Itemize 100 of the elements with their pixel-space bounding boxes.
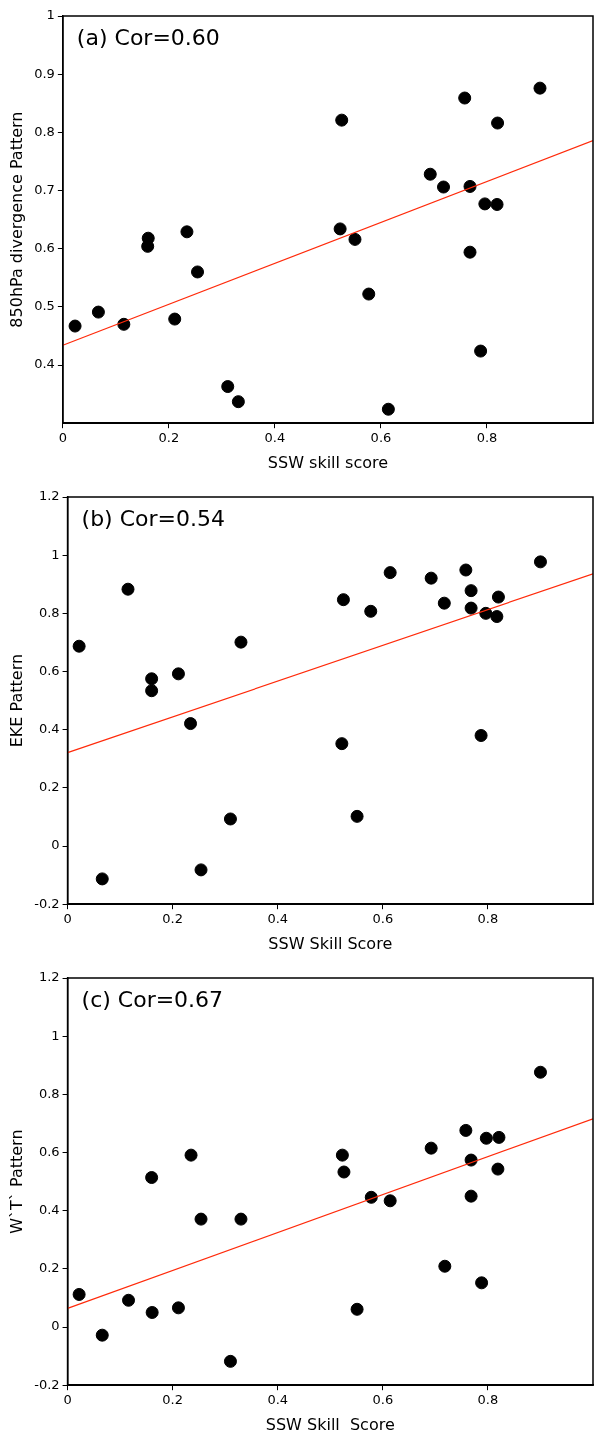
y-tick-label: 0: [51, 1318, 60, 1334]
point: [362, 287, 376, 301]
point: [336, 593, 350, 607]
y-tick-label: 0.7: [34, 181, 55, 197]
point: [533, 555, 547, 569]
point: [478, 197, 492, 211]
y-tick-label: 0.4: [34, 356, 55, 372]
point: [91, 305, 105, 319]
point: [463, 245, 477, 259]
point: [423, 167, 437, 181]
point: [464, 1189, 478, 1203]
point: [231, 395, 245, 409]
point: [337, 1165, 351, 1179]
point: [348, 232, 362, 246]
point: [490, 197, 504, 211]
point: [171, 667, 185, 681]
point: [68, 319, 82, 333]
x-tick-label: 0.2: [162, 1392, 183, 1408]
point: [72, 639, 86, 653]
point: [459, 1123, 473, 1137]
y-tick-label: 0.9: [34, 65, 55, 81]
point: [491, 590, 505, 604]
y-tick-label: 0.6: [38, 1143, 60, 1159]
y-tick-label: 0: [51, 837, 60, 853]
point: [191, 265, 205, 279]
annotation: (b) Cor=0.54: [81, 505, 225, 531]
point: [438, 1259, 452, 1273]
x-tick-label: 0.6: [372, 911, 394, 927]
point: [171, 1301, 185, 1315]
point: [333, 222, 347, 236]
point: [464, 601, 478, 615]
point: [335, 737, 349, 751]
point: [424, 571, 438, 585]
point: [184, 1148, 198, 1162]
y-tick-label: 1: [51, 1027, 60, 1043]
point: [335, 113, 349, 127]
y-tick-label: 1: [46, 7, 55, 23]
point: [121, 582, 135, 596]
point: [479, 1131, 493, 1145]
point: [180, 225, 194, 239]
point: [145, 672, 159, 686]
point: [475, 1276, 489, 1290]
y-tick-label: 0.8: [38, 1085, 60, 1101]
point: [437, 596, 451, 610]
x-axis-title: SSW Skill Score: [268, 933, 393, 953]
x-tick-label: 0.2: [158, 430, 180, 446]
y-tick-label: 0.5: [34, 298, 55, 314]
point: [95, 1328, 109, 1342]
point: [194, 863, 208, 877]
point: [437, 180, 451, 194]
point: [383, 566, 397, 580]
point: [335, 1148, 349, 1162]
point: [234, 1212, 248, 1226]
point: [223, 1354, 237, 1368]
point: [474, 344, 488, 358]
point: [350, 809, 364, 823]
y-tick-label: 1.2: [38, 488, 60, 504]
point: [381, 402, 395, 416]
x-tick-label: 0: [63, 911, 72, 927]
y-tick-label: 0.8: [38, 604, 60, 620]
y-tick-label: 0.4: [38, 721, 60, 737]
point: [350, 1302, 364, 1316]
x-tick-label: 0.4: [267, 1392, 289, 1408]
point: [491, 116, 505, 130]
point: [184, 717, 198, 731]
y-tick-label: -0.2: [34, 895, 60, 911]
point: [223, 812, 237, 826]
point: [364, 604, 378, 618]
y-tick-label: 1: [51, 546, 60, 562]
point: [424, 1141, 438, 1155]
point: [72, 1287, 86, 1301]
x-axis-title: SSW Skill Score: [265, 1414, 395, 1434]
point: [145, 684, 159, 698]
point: [464, 584, 478, 598]
y-tick-label: 0.6: [38, 662, 60, 678]
x-tick-label: 0.6: [370, 430, 392, 446]
point: [168, 312, 182, 326]
point: [234, 635, 248, 649]
y-tick-label: 0.8: [34, 123, 55, 139]
y-tick-label: 0.4: [38, 1202, 60, 1218]
point: [383, 1194, 397, 1208]
y-axis-title: EKE Pattern: [6, 653, 26, 748]
x-tick-label: 0.6: [372, 1392, 394, 1408]
point: [533, 81, 547, 95]
annotation: (c) Cor=0.67: [81, 986, 224, 1012]
x-tick-label: 0: [63, 1392, 72, 1408]
point: [490, 610, 504, 624]
y-axis-title: 850hPa divergence Pattern: [6, 111, 26, 328]
x-tick-label: 0.8: [477, 1392, 499, 1408]
x-tick-label: 0.8: [476, 430, 498, 446]
x-tick-label: 0.8: [477, 911, 499, 927]
point: [145, 1171, 159, 1185]
point: [533, 1065, 547, 1079]
y-axis-title: W`T` Pattern: [6, 1129, 26, 1234]
x-axis-title: SSW skill score: [267, 452, 389, 472]
point: [145, 1305, 159, 1319]
y-tick-label: 0.6: [34, 240, 55, 256]
point: [458, 91, 472, 105]
y-tick-label: -0.2: [34, 1376, 60, 1392]
x-tick-label: 0.2: [162, 911, 183, 927]
